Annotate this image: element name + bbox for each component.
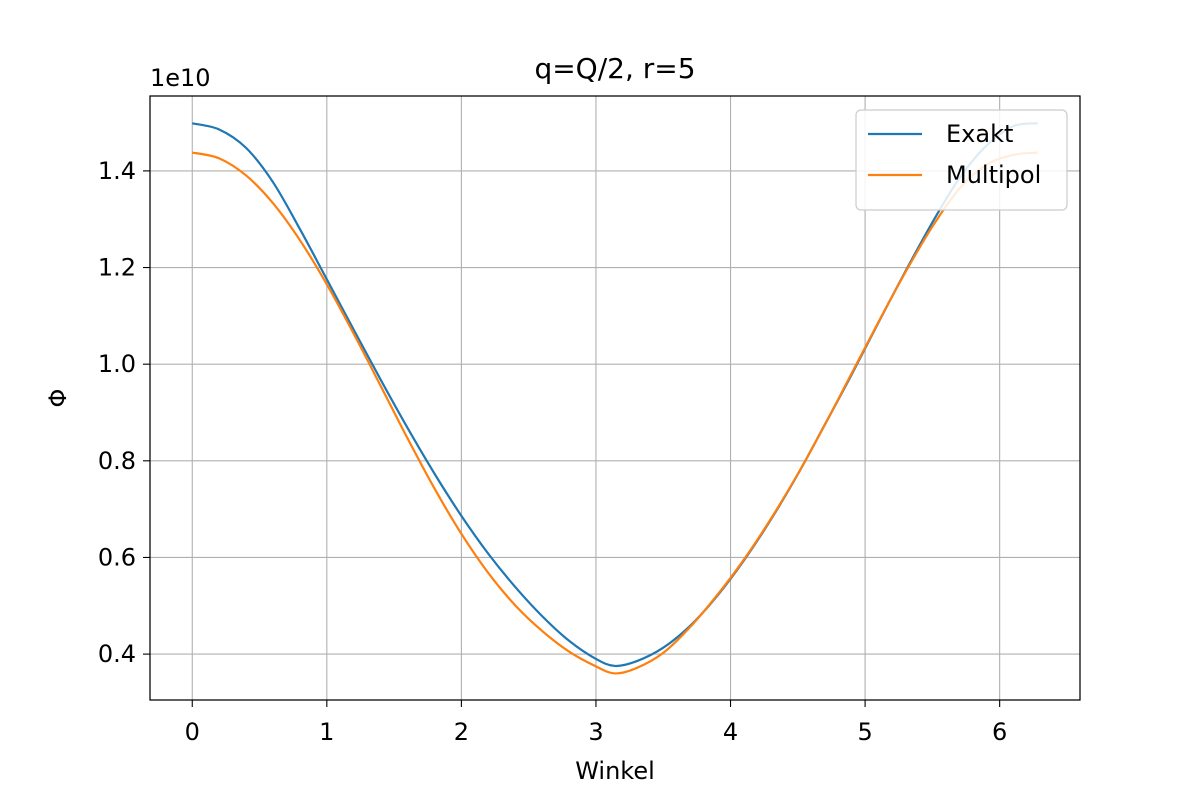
x-tick-label: 5: [857, 718, 872, 746]
series-lines: [192, 122, 1038, 675]
x-axis-label: Winkel: [575, 757, 655, 785]
y-tick-label: 1.4: [98, 157, 136, 185]
legend-label: Multipol: [946, 161, 1041, 189]
plot-frame: [149, 95, 1081, 701]
x-tick-label: 6: [992, 718, 1007, 746]
y-tick-label: 0.8: [98, 447, 136, 475]
x-tick-label: 2: [454, 718, 469, 746]
y-tick-label: 1.2: [98, 254, 136, 282]
y-offset-label: 1e10: [150, 64, 211, 92]
y-axis-label: Φ: [44, 389, 72, 408]
grid: [150, 96, 1080, 700]
series-line-multipol: [192, 151, 1038, 675]
legend-label: Exakt: [946, 120, 1013, 148]
x-tick-label: 3: [588, 718, 603, 746]
y-tick-label: 0.6: [98, 543, 136, 571]
x-tick-label: 0: [185, 718, 200, 746]
legend: Exakt Multipol: [855, 109, 1068, 211]
x-tick-label: 4: [723, 718, 738, 746]
x-tick-label: 1: [319, 718, 334, 746]
chart-title: q=Q/2, r=5: [534, 52, 695, 85]
y-tick-label: 0.4: [98, 640, 136, 668]
ticks: 0 1 2 3 4 5 6 0.4 0.6 0.8 1.0 1.2 1.4: [98, 157, 1007, 746]
y-tick-label: 1.0: [98, 350, 136, 378]
